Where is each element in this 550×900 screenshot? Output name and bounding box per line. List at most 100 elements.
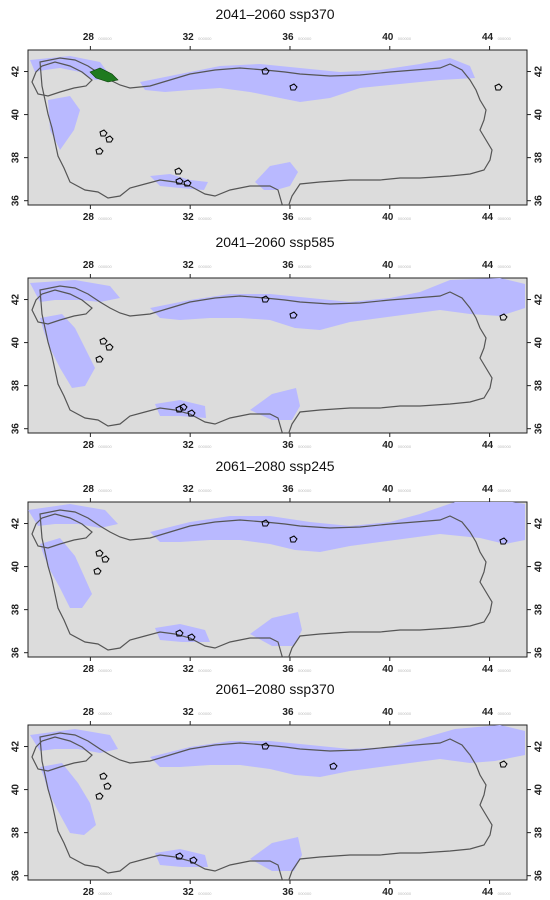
x-tick-suffix: 000000 — [498, 444, 512, 448]
x-tick-suffix: 000000 — [498, 216, 512, 220]
thrace-border — [31, 513, 93, 549]
x-tick-suffix: 000000 — [298, 444, 312, 448]
occurrence-patch — [174, 167, 183, 175]
x-tick-label: 32 — [183, 260, 195, 271]
y-tick-label: 40 — [534, 337, 545, 349]
x-tick-suffix: 000000 — [498, 264, 512, 269]
y-tick-label: 36 — [11, 647, 22, 659]
y-tick-label: 40 — [534, 109, 545, 121]
x-tick-label: 36 — [282, 664, 294, 672]
occurrence-patch — [499, 537, 508, 545]
panel-title: 2041–2060 ssp585 — [215, 234, 335, 250]
x-tick-label: 28 — [83, 212, 95, 220]
x-tick-label: 44 — [482, 887, 494, 895]
y-tick-label: 38 — [534, 380, 545, 392]
x-tick-label: 40 — [382, 707, 394, 718]
suitable-area — [255, 162, 298, 190]
occurrence-patch — [101, 555, 110, 563]
occurrence-patch — [261, 67, 270, 75]
x-tick-suffix: 000000 — [398, 444, 412, 448]
thrace-border — [31, 736, 93, 772]
x-tick-label: 36 — [282, 32, 294, 43]
y-tick-label: 40 — [11, 337, 22, 349]
occurrence-patch — [175, 177, 184, 185]
x-tick-label: 44 — [482, 440, 494, 448]
y-tick-label: 40 — [534, 784, 545, 796]
x-tick-label: 32 — [183, 707, 195, 718]
occurrence-patch — [99, 129, 108, 137]
y-tick-label: 42 — [534, 741, 545, 753]
x-tick-suffix: 000000 — [198, 264, 212, 269]
y-tick-label: 42 — [534, 518, 545, 530]
y-tick-label: 38 — [11, 152, 22, 164]
x-tick-label: 40 — [382, 887, 394, 895]
x-tick-label: 32 — [183, 484, 195, 495]
y-tick-label: 42 — [11, 66, 22, 78]
suitable-area — [150, 174, 208, 190]
occurrence-patch — [187, 633, 196, 641]
x-tick-label: 40 — [382, 212, 394, 220]
turkey-border — [39, 285, 493, 433]
x-tick-label: 44 — [482, 664, 494, 672]
y-tick-label: 38 — [534, 604, 545, 616]
x-tick-suffix: 000000 — [198, 216, 212, 220]
x-tick-label: 40 — [382, 32, 394, 43]
x-tick-suffix: 000000 — [98, 711, 112, 716]
x-tick-label: 32 — [183, 212, 195, 220]
occurrence-patch — [261, 519, 270, 527]
x-tick-suffix: 000000 — [398, 668, 412, 672]
x-tick-label: 40 — [382, 260, 394, 271]
map-panel: 2061–2080 ssp245 28 000000 28 000000 32 000000… — [0, 452, 550, 672]
y-tick-label: 38 — [534, 827, 545, 839]
y-tick-label: 38 — [11, 827, 22, 839]
y-tick-label: 36 — [534, 195, 545, 207]
x-tick-suffix: 000000 — [398, 891, 412, 895]
occurrence-patch — [99, 337, 108, 345]
y-tick-label: 40 — [11, 109, 22, 121]
x-tick-suffix: 000000 — [498, 711, 512, 716]
x-tick-suffix: 000000 — [198, 891, 212, 895]
y-tick-label: 42 — [11, 741, 22, 753]
x-tick-label: 28 — [83, 440, 95, 448]
x-tick-label: 36 — [282, 260, 294, 271]
x-tick-suffix: 000000 — [198, 711, 212, 716]
x-tick-suffix: 000000 — [398, 216, 412, 220]
x-tick-label: 40 — [382, 484, 394, 495]
x-tick-suffix: 000000 — [398, 488, 412, 493]
x-tick-label: 44 — [482, 484, 494, 495]
occurrence-patch — [289, 83, 298, 91]
suitable-area — [28, 504, 118, 528]
suitable-area — [40, 314, 95, 388]
x-tick-label: 32 — [183, 887, 195, 895]
x-tick-label: 28 — [83, 484, 95, 495]
occurrence-patch — [289, 535, 298, 543]
map-panel: 2041–2060 ssp370 28 000000 28 000000 32 000000… — [0, 0, 550, 220]
x-tick-suffix: 000000 — [98, 444, 112, 448]
occurrence-patch — [99, 772, 108, 780]
y-tick-label: 38 — [11, 380, 22, 392]
occurrence-patch — [93, 567, 102, 575]
panel-title: 2061–2080 ssp370 — [215, 681, 335, 697]
x-tick-suffix: 000000 — [198, 36, 212, 41]
x-tick-suffix: 000000 — [198, 444, 212, 448]
y-tick-label: 36 — [11, 195, 22, 207]
x-tick-label: 28 — [83, 887, 95, 895]
x-tick-suffix: 000000 — [98, 668, 112, 672]
y-tick-label: 36 — [11, 870, 22, 882]
turkey-border — [39, 509, 493, 657]
suitable-area — [40, 763, 96, 835]
x-tick-suffix: 000000 — [398, 711, 412, 716]
x-tick-suffix: 000000 — [398, 36, 412, 41]
occurrence-patch — [175, 629, 184, 637]
x-tick-suffix: 000000 — [98, 264, 112, 269]
turkey-border — [39, 57, 493, 205]
x-tick-label: 32 — [183, 440, 195, 448]
x-tick-suffix: 000000 — [498, 668, 512, 672]
occurrence-patch — [95, 792, 104, 800]
y-tick-label: 36 — [11, 423, 22, 435]
y-tick-label: 42 — [11, 518, 22, 530]
x-tick-suffix: 000000 — [98, 36, 112, 41]
